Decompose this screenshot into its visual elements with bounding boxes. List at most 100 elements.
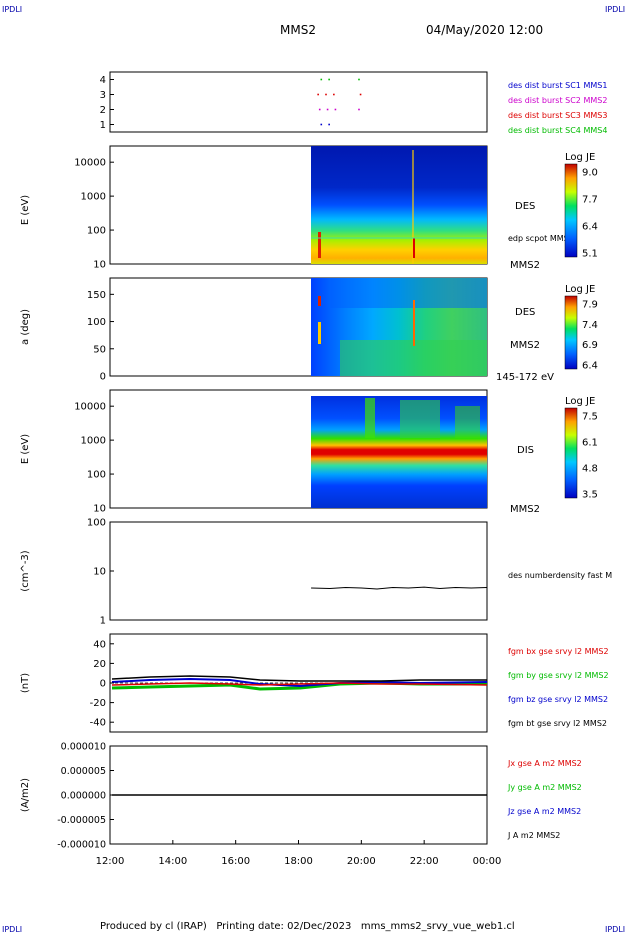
colorbar-tick-label: 7.5 (582, 412, 598, 423)
dis-energy-tick-label: 10 (93, 504, 106, 515)
des-energy-colorbar-title: Log JE (565, 152, 595, 163)
current-legend-entry: J A m2 MMS2 (507, 831, 560, 840)
field-tick-label: -20 (90, 698, 106, 709)
dis-energy-colorbar: Log JE 7.5 6.1 4.8 3.5 (564, 396, 598, 501)
panel-burst-frame (109, 71, 488, 133)
colorbar-tick-label: 3.5 (582, 490, 598, 501)
colorbar-tick-label: 6.1 (582, 438, 598, 449)
density-frame (109, 521, 488, 621)
burst-tick-label: 4 (100, 75, 106, 86)
burst-tick-label: 1 (100, 120, 106, 131)
panel-des-pitch: a (deg) 150 100 50 0 DES MMS2 145-172 eV Lo… (20, 277, 598, 383)
panel-dis-energy: E (eV) 10000 1000 100 10 DIS MMS2 Log JE 7.… (20, 389, 598, 515)
colorbar-tick-label: 6.4 (582, 222, 598, 233)
des-pitch-tick-label: 0 (100, 372, 106, 383)
des-pitch-streak-1 (318, 296, 321, 306)
burst-legend-entry: des dist burst SC4 MMS4 (508, 126, 607, 135)
dis-energy-colorbar-title: Log JE (565, 396, 595, 407)
burst-point (358, 78, 360, 81)
burst-point (359, 93, 362, 96)
current-legend-entry: Jx gse A m2 MMS2 (507, 759, 582, 768)
field-tick-label: -40 (90, 718, 106, 729)
x-tick-label: 12:00 (96, 856, 125, 867)
dis-energy-tick-label: 1000 (81, 436, 106, 447)
des-pitch-label-des: DES (515, 307, 535, 318)
field-tick-label: 20 (93, 659, 106, 670)
des-pitch-colorbar-bar (564, 295, 578, 370)
burst-point (328, 78, 330, 81)
des-pitch-tick-label: 100 (87, 317, 106, 328)
burst-point (325, 93, 327, 96)
current-ylabel: (A/m2) (20, 778, 31, 812)
colorbar-tick-label: 6.9 (582, 340, 598, 351)
x-tick-label: 22:00 (410, 856, 439, 867)
burst-legend-entry: des dist burst SC1 MMS1 (508, 81, 607, 90)
x-tick-label: 16:00 (221, 856, 250, 867)
panel-density: (cm^-3) 100 10 1 des numberdensity fast M (20, 518, 612, 627)
current-tick-label: 0.000010 (61, 742, 106, 753)
panel-field: (nT) 40 20 0 -20 -40 fgm bx gse srvy l2 MMS2… (20, 633, 609, 733)
des-energy-label-des: DES (515, 201, 535, 212)
burst-point (333, 93, 335, 96)
density-series-line (311, 586, 488, 590)
burst-point (328, 123, 330, 126)
dis-energy-burst-1 (365, 398, 375, 438)
panel-current: (A/m2) 0.000010 0.000005 0.000000 -0.000005… (20, 742, 582, 868)
current-tick-label: -0.000005 (57, 815, 106, 826)
colorbar-tick-label: 9.0 (582, 168, 598, 179)
des-pitch-label-mms2: MMS2 (510, 340, 540, 351)
des-energy-label-mms2: MMS2 (510, 260, 540, 271)
des-energy-red-streak-2 (413, 238, 415, 258)
des-energy-red-streak (318, 232, 321, 258)
burst-point (317, 93, 319, 96)
footer-text: Produced by cl (IRAP) Printing date: 02/… (100, 921, 515, 932)
logo-right: IPDLI (605, 5, 625, 14)
colorbar-tick-label: 5.1 (582, 249, 598, 260)
current-legend-entry: Jz gse A m2 MMS2 (507, 807, 581, 816)
field-ylabel: (nT) (20, 673, 31, 693)
des-energy-colorbar: Log JE 9.0 7.7 6.4 5.1 (564, 152, 598, 260)
field-bx-trace (111, 682, 488, 686)
burst-point (320, 123, 323, 126)
field-tick-label: 40 (93, 639, 106, 650)
density-tick-label: 10 (93, 567, 106, 578)
burst-tick-label: 3 (100, 90, 106, 101)
burst-legend-entry: des dist burst SC3 MMS3 (508, 111, 607, 120)
burst-point (320, 78, 323, 81)
des-energy-label-scpot: edp scpot MMS2 (508, 234, 574, 243)
dis-energy-tick-label: 100 (87, 470, 106, 481)
des-pitch-streak-3 (413, 300, 415, 346)
field-legend-entry: fgm bz gse srvy l2 MMS2 (508, 695, 608, 704)
burst-point (318, 108, 321, 111)
dis-energy-burst-3 (455, 406, 480, 438)
field-legend-entry: fgm bt gse srvy l2 MMS2 (508, 719, 607, 728)
des-energy-colorbar-bar (564, 163, 578, 258)
colorbar-tick-label: 7.7 (582, 195, 598, 206)
x-tick-label: 00:00 (473, 856, 502, 867)
field-legend-entry: fgm bx gse srvy l2 MMS2 (508, 647, 609, 656)
burst-point (334, 108, 337, 111)
current-tick-label: -0.000010 (57, 840, 106, 851)
des-pitch-streak-2 (318, 322, 321, 344)
colorbar-tick-label: 4.8 (582, 464, 598, 475)
x-tick-label: 20:00 (347, 856, 376, 867)
burst-point (358, 108, 360, 111)
density-legend: des numberdensity fast M (508, 571, 612, 580)
des-pitch-band-high (330, 278, 487, 308)
des-pitch-label-energy: 145-172 eV (496, 372, 554, 383)
colorbar-tick-label: 6.4 (582, 361, 598, 372)
colorbar-tick-label: 7.4 (582, 320, 598, 331)
x-tick-label: 14:00 (158, 856, 187, 867)
dis-energy-burst-2 (400, 400, 440, 438)
field-legend-entry: fgm by gse srvy l2 MMS2 (508, 671, 609, 680)
des-pitch-tick-label: 150 (87, 290, 106, 301)
burst-legend-entry: des dist burst SC2 MMS2 (508, 96, 607, 105)
dis-energy-label-dis: DIS (517, 445, 534, 456)
des-pitch-colorbar-title: Log JE (565, 284, 595, 295)
des-energy-spectrogram (311, 146, 487, 264)
burst-tick-label: 2 (100, 105, 106, 116)
dis-energy-tick-label: 10000 (74, 402, 106, 413)
current-legend-entry: Jy gse A m2 MMS2 (507, 783, 582, 792)
